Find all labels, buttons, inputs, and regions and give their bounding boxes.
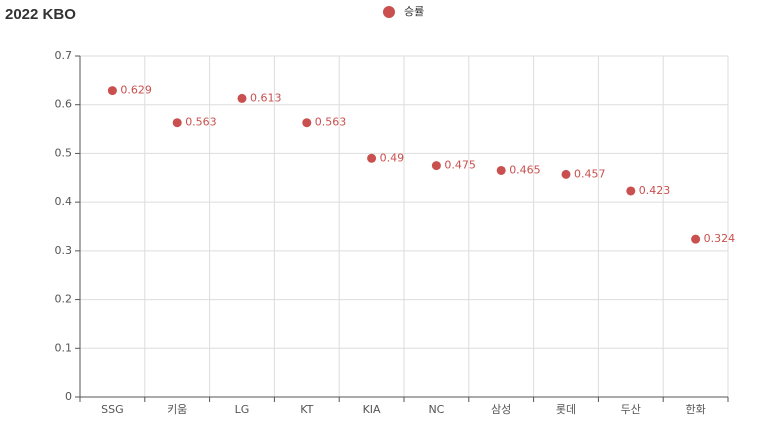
- point: [302, 118, 312, 128]
- value-label: 0.563: [315, 116, 347, 129]
- y-tick-label: 0.5: [55, 146, 73, 159]
- y-tick-label: 0.4: [55, 195, 73, 208]
- point: [626, 186, 636, 196]
- legend-marker: [383, 6, 395, 18]
- point: [107, 86, 117, 96]
- x-tick-label: LG: [235, 403, 250, 416]
- chart-title: 2022 KBO: [5, 6, 76, 23]
- x-tick-label: 한화: [685, 403, 705, 416]
- point: [237, 93, 247, 103]
- x-tick-label: 키움: [167, 403, 187, 416]
- x-tick-label: SSG: [101, 403, 124, 416]
- y-tick-label: 0: [65, 390, 72, 403]
- value-label: 0.563: [185, 116, 217, 129]
- value-label: 0.423: [639, 184, 671, 197]
- value-label: 0.475: [444, 159, 476, 172]
- value-label: 0.324: [704, 232, 736, 245]
- x-tick-label: 삼성: [491, 403, 511, 416]
- x-tick-label: NC: [428, 403, 444, 416]
- point: [496, 165, 506, 175]
- point: [367, 153, 377, 163]
- value-label: 0.465: [509, 163, 541, 176]
- point: [561, 169, 571, 179]
- x-tick-label: 롯데: [556, 403, 576, 416]
- value-label: 0.49: [380, 151, 405, 164]
- point: [172, 118, 182, 128]
- value-label: 0.629: [120, 84, 151, 97]
- x-tick-label: KT: [300, 403, 313, 416]
- point: [431, 161, 441, 171]
- y-tick-label: 0.3: [55, 244, 73, 257]
- y-tick-label: 0.7: [55, 49, 73, 62]
- legend-label: 승률: [404, 5, 424, 18]
- point: [691, 234, 701, 244]
- x-tick-label: 두산: [621, 403, 641, 416]
- x-tick-label: KIA: [363, 403, 381, 416]
- value-label: 0.457: [574, 167, 606, 180]
- y-tick-label: 0.1: [55, 341, 73, 354]
- value-label: 0.613: [250, 91, 282, 104]
- y-tick-label: 0.6: [55, 98, 73, 111]
- y-tick-label: 0.2: [55, 293, 73, 306]
